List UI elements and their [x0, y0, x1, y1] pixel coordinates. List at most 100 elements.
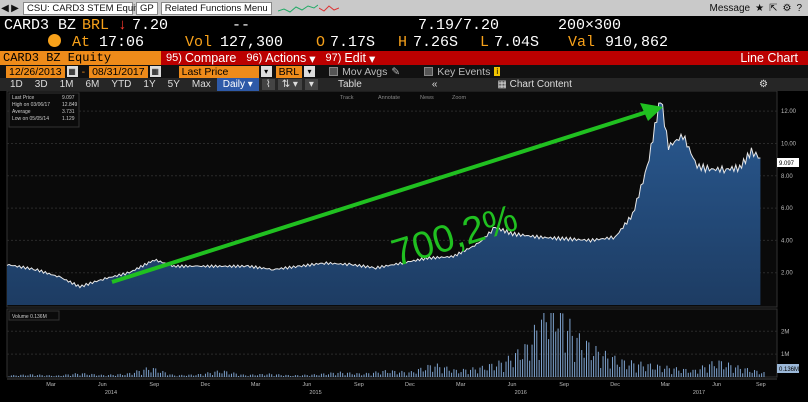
low-value: 7.04S: [494, 34, 540, 51]
y-tick-label: 6.00: [781, 206, 793, 212]
dropdown-icon: ▾: [309, 51, 316, 66]
news-tool[interactable]: News: [420, 95, 434, 101]
chevron-down-icon[interactable]: ▾: [304, 66, 316, 77]
x-tick-month: Mar: [456, 382, 466, 388]
period-3d[interactable]: 3D: [34, 79, 48, 90]
period-5y[interactable]: 5Y: [167, 79, 180, 90]
forward-arrow-icon[interactable]: ▶: [11, 2, 19, 14]
period-1y[interactable]: 1Y: [143, 79, 156, 90]
net-change: --: [232, 16, 251, 34]
info-icon: i: [494, 67, 501, 76]
price-chart[interactable]: 2.00 4.00 6.00 8.00 10.00 12.00 1M 2M Mar Jun Se…: [0, 91, 808, 402]
zoom-tool[interactable]: Zoom: [452, 95, 466, 101]
pencil-icon: ✎: [391, 65, 401, 78]
x-tick-month: Mar: [46, 382, 56, 388]
change-arrow-icon: ↓: [118, 16, 128, 34]
y-tick-label: 8.00: [781, 174, 793, 180]
high-label: H: [398, 34, 408, 51]
currency-select[interactable]: BRL: [275, 65, 303, 78]
value-label: Val: [568, 34, 596, 51]
x-tick-month: Jun: [508, 382, 517, 388]
volume-legend: Volume 0.136M: [12, 314, 47, 320]
collapse-icon[interactable]: «: [431, 79, 438, 90]
top-toolbar: ◀ ▶ CSU: CARD3 STEM Equity GP Related Fu…: [0, 0, 808, 16]
x-tick-year: 2016: [515, 390, 527, 396]
actions-button[interactable]: 96) Actions ▾: [246, 51, 316, 66]
start-date-field[interactable]: 12/26/2013: [6, 65, 65, 78]
bid-ask-size: 200×300: [558, 16, 622, 34]
sparkline-icon: [277, 2, 339, 14]
security-input[interactable]: CSU: CARD3 STEM Equity: [23, 1, 143, 15]
period-1d[interactable]: 1D: [10, 79, 23, 90]
low-label: L: [480, 34, 490, 51]
line-style-icon[interactable]: ⇅ ▾: [277, 79, 302, 90]
at-label: At: [72, 34, 91, 51]
period-ytd[interactable]: YTD: [111, 79, 132, 90]
settings-icon[interactable]: ⚙: [782, 2, 792, 14]
x-tick-year: 2017: [693, 390, 705, 396]
period-max[interactable]: Max: [191, 79, 211, 90]
currency: BRL: [82, 16, 110, 34]
chart-content-button[interactable]: ▦ Chart Content: [497, 79, 572, 90]
volume-label: Vol: [185, 34, 213, 51]
edit-button[interactable]: 97) Edit ▾: [325, 51, 376, 66]
key-events-toggle[interactable]: Key Events i: [424, 66, 501, 78]
volume-panel-bg: [6, 308, 778, 378]
calendar-icon[interactable]: ▦: [66, 66, 78, 77]
x-tick-month: Jun: [302, 382, 311, 388]
y-tick-label: 12.00: [781, 109, 797, 115]
menu-bar: CARD3 BZ Equity 95) Compare 96) Actions ▾ 9…: [0, 51, 808, 66]
action-bar: 95) Compare 96) Actions ▾ 97) Edit ▾ Line Cha…: [161, 51, 808, 66]
high-value: 7.26S: [413, 34, 459, 51]
x-tick-month: Sep: [354, 382, 364, 388]
gear-icon[interactable]: ⚙: [759, 79, 768, 90]
chevron-down-icon[interactable]: ▾: [260, 66, 272, 77]
dropdown-icon: ▾: [368, 51, 376, 66]
frequency-select[interactable]: Daily ▾: [216, 78, 259, 91]
legend-low-value: 1.129: [62, 116, 75, 122]
open-value: 7.17S: [330, 34, 376, 51]
x-tick-month: Sep: [149, 382, 159, 388]
legend-low-label: Low on 05/05/14: [12, 116, 49, 122]
mov-avgs-toggle[interactable]: Mov Avgs ✎: [329, 66, 400, 78]
current-price-tag: 9.097: [779, 161, 795, 167]
checkbox-icon: [424, 67, 434, 76]
legend-high-value: 12.849: [62, 102, 78, 108]
x-tick-month: Mar: [251, 382, 261, 388]
table-button[interactable]: Table: [337, 79, 362, 90]
x-tick-month: Jun: [98, 382, 107, 388]
back-arrow-icon[interactable]: ◀: [1, 2, 9, 14]
period-6m[interactable]: 6M: [85, 79, 100, 90]
range-bar: 12/26/2013 ▦ - 08/31/2017 ▦ Last Price ▾…: [0, 65, 808, 78]
more-icon[interactable]: ▾: [304, 79, 318, 90]
last-time: 17:06: [99, 34, 145, 51]
compare-button[interactable]: 95) Compare: [166, 51, 237, 65]
security-title: CARD3 BZ Equity: [0, 51, 161, 65]
legend-last-price-label: Last Price: [12, 95, 34, 101]
y-tick-label: 4.00: [781, 238, 793, 244]
star-icon[interactable]: ★: [755, 2, 765, 14]
chart-type-label: Line Chart: [740, 51, 798, 65]
volume-tag: 0.136M: [779, 367, 799, 373]
legend-average-label: Average: [12, 109, 31, 115]
annotate-tool[interactable]: Annotate: [378, 95, 400, 101]
x-tick-year: 2015: [309, 390, 321, 396]
chart-style-icon[interactable]: ⌇: [261, 79, 275, 90]
end-date-field[interactable]: 08/31/2017: [89, 65, 148, 78]
x-tick-month: Mar: [661, 382, 671, 388]
period-1m[interactable]: 1M: [59, 79, 74, 90]
x-tick-month: Dec: [610, 382, 620, 388]
calendar-icon[interactable]: ▦: [149, 66, 161, 77]
message-link[interactable]: Message: [709, 2, 751, 14]
help-icon[interactable]: ?: [796, 2, 802, 14]
bid-ask: 7.19/7.20: [418, 16, 500, 34]
related-functions-menu[interactable]: Related Functions Menu: [160, 1, 272, 15]
traded-value: 910,862: [605, 34, 669, 51]
field-select[interactable]: Last Price: [178, 65, 259, 78]
track-tool[interactable]: Track: [340, 95, 354, 101]
legend-last-price-value: 9.097: [62, 95, 75, 101]
export-icon[interactable]: ⇱: [769, 2, 778, 14]
function-input[interactable]: GP: [136, 1, 158, 15]
legend-average-value: 3.731: [62, 109, 75, 115]
x-tick-month: Sep: [559, 382, 569, 388]
